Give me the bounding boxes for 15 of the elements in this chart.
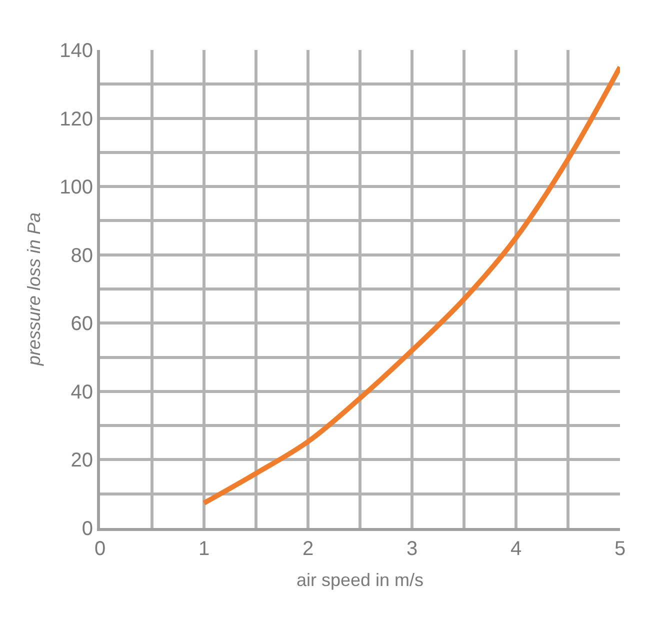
y-tick-label: 140 [60,40,93,62]
x-tick-label: 3 [406,538,418,560]
y-tick-label: 0 [82,518,93,540]
x-tick-label: 5 [614,538,626,560]
x-axis-title: air speed in m/s [296,570,424,590]
y-tick-label: 120 [60,108,93,130]
x-tick-label: 2 [302,538,314,560]
y-tick-label: 60 [70,313,93,336]
y-tick-label: 40 [70,381,93,404]
y-tick-label: 100 [60,176,93,199]
x-tick-label: 4 [510,538,522,560]
y-tick-label: 80 [70,244,93,267]
x-tick-label: 1 [198,538,210,560]
y-tick-label: 20 [70,450,93,472]
y-axis-title: pressure loss in Pa [24,212,44,367]
